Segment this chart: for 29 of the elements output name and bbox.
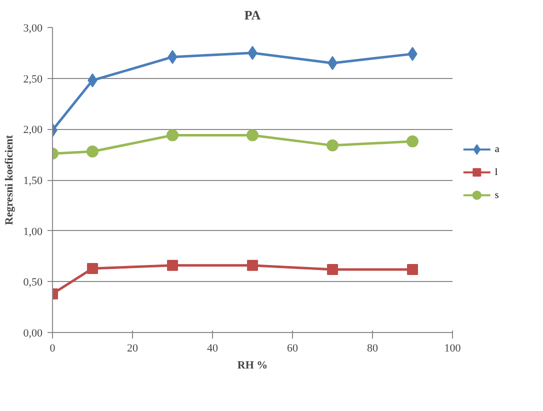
- y-tick-label: 1,50: [23, 175, 43, 187]
- x-tick-label: 0: [50, 342, 56, 354]
- y-tick-label: 1,00: [23, 226, 43, 238]
- legend-label: l: [494, 166, 498, 178]
- x-axis-title: RH %: [237, 360, 268, 372]
- point: [167, 260, 178, 271]
- x-tick-label: 100: [444, 342, 462, 354]
- point: [246, 129, 258, 142]
- legend-label: a: [494, 144, 500, 155]
- y-tick-label: 3,00: [23, 22, 43, 34]
- x-tick-label: 20: [127, 342, 138, 354]
- point: [326, 139, 338, 152]
- point: [166, 129, 178, 142]
- y-tick-label: 2,50: [23, 73, 43, 86]
- point: [406, 135, 418, 148]
- x-tick-label: 80: [367, 342, 378, 354]
- x-tick-label: 40: [207, 342, 218, 354]
- y-tick-label: 0,00: [23, 328, 43, 340]
- point: [86, 146, 98, 158]
- y-axis-title: Regresni koeficient: [3, 134, 16, 225]
- chart-title: PA: [244, 8, 262, 22]
- point: [247, 260, 258, 271]
- y-tick-label: 2,00: [23, 124, 43, 136]
- legend-label: s: [494, 190, 499, 201]
- point: [87, 262, 98, 274]
- point: [327, 264, 338, 275]
- y-tick-label: 0,50: [23, 276, 43, 289]
- x-tick-label: 60: [287, 342, 298, 354]
- point: [407, 264, 418, 275]
